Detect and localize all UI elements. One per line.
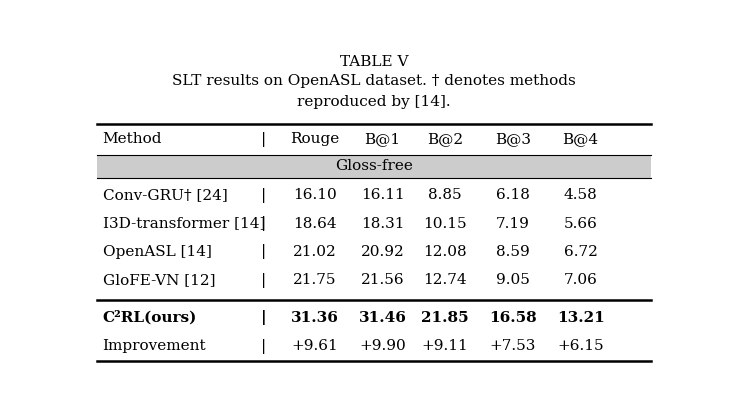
Text: C²RL(ours): C²RL(ours) bbox=[102, 310, 197, 325]
Text: |: | bbox=[261, 339, 266, 354]
Text: Gloss-free: Gloss-free bbox=[335, 159, 413, 173]
Text: 16.10: 16.10 bbox=[293, 188, 337, 202]
Text: GloFE-VN [12]: GloFE-VN [12] bbox=[102, 273, 215, 287]
Text: TABLE V: TABLE V bbox=[340, 55, 408, 69]
Text: 21.85: 21.85 bbox=[421, 311, 469, 325]
Text: 21.56: 21.56 bbox=[361, 273, 404, 287]
Text: |: | bbox=[261, 244, 266, 259]
Text: 21.75: 21.75 bbox=[293, 273, 337, 287]
Text: 21.02: 21.02 bbox=[293, 245, 337, 259]
Text: |: | bbox=[261, 132, 266, 147]
Text: 8.85: 8.85 bbox=[428, 188, 461, 202]
Text: 18.64: 18.64 bbox=[293, 217, 337, 230]
Text: +9.11: +9.11 bbox=[421, 339, 468, 353]
Text: 12.08: 12.08 bbox=[423, 245, 466, 259]
Text: 8.59: 8.59 bbox=[496, 245, 529, 259]
Text: +9.61: +9.61 bbox=[291, 339, 338, 353]
Text: Rouge: Rouge bbox=[290, 132, 339, 146]
Text: |: | bbox=[261, 273, 266, 288]
Text: 7.06: 7.06 bbox=[564, 273, 598, 287]
Text: I3D-transformer [14]: I3D-transformer [14] bbox=[102, 217, 265, 230]
Text: +7.53: +7.53 bbox=[490, 339, 536, 353]
Text: B@1: B@1 bbox=[364, 132, 401, 146]
Text: 31.46: 31.46 bbox=[358, 311, 407, 325]
Text: Improvement: Improvement bbox=[102, 339, 206, 353]
Text: |: | bbox=[261, 216, 266, 231]
Text: |: | bbox=[261, 188, 266, 203]
Text: |: | bbox=[261, 310, 266, 325]
Text: 31.36: 31.36 bbox=[291, 311, 339, 325]
Text: 7.19: 7.19 bbox=[496, 217, 530, 230]
Text: 16.11: 16.11 bbox=[361, 188, 404, 202]
Text: +9.90: +9.90 bbox=[359, 339, 406, 353]
Text: 20.92: 20.92 bbox=[361, 245, 404, 259]
Text: B@4: B@4 bbox=[563, 132, 599, 146]
Text: 5.66: 5.66 bbox=[564, 217, 598, 230]
Text: 13.21: 13.21 bbox=[557, 311, 604, 325]
Text: 6.18: 6.18 bbox=[496, 188, 530, 202]
Text: +6.15: +6.15 bbox=[557, 339, 604, 353]
Text: 18.31: 18.31 bbox=[361, 217, 404, 230]
Text: OpenASL [14]: OpenASL [14] bbox=[102, 245, 212, 259]
Text: 9.05: 9.05 bbox=[496, 273, 530, 287]
Text: 10.15: 10.15 bbox=[423, 217, 466, 230]
Text: 12.74: 12.74 bbox=[423, 273, 466, 287]
Text: SLT results on OpenASL dataset. † denotes methods: SLT results on OpenASL dataset. † denote… bbox=[172, 75, 576, 88]
Text: Method: Method bbox=[102, 132, 162, 146]
Text: Conv-GRU† [24]: Conv-GRU† [24] bbox=[102, 188, 227, 202]
Text: B@2: B@2 bbox=[427, 132, 463, 146]
Text: reproduced by [14].: reproduced by [14]. bbox=[297, 95, 451, 109]
Text: B@3: B@3 bbox=[495, 132, 531, 146]
Text: 16.58: 16.58 bbox=[489, 311, 537, 325]
Text: 6.72: 6.72 bbox=[564, 245, 598, 259]
Text: 4.58: 4.58 bbox=[564, 188, 597, 202]
FancyBboxPatch shape bbox=[97, 155, 651, 178]
